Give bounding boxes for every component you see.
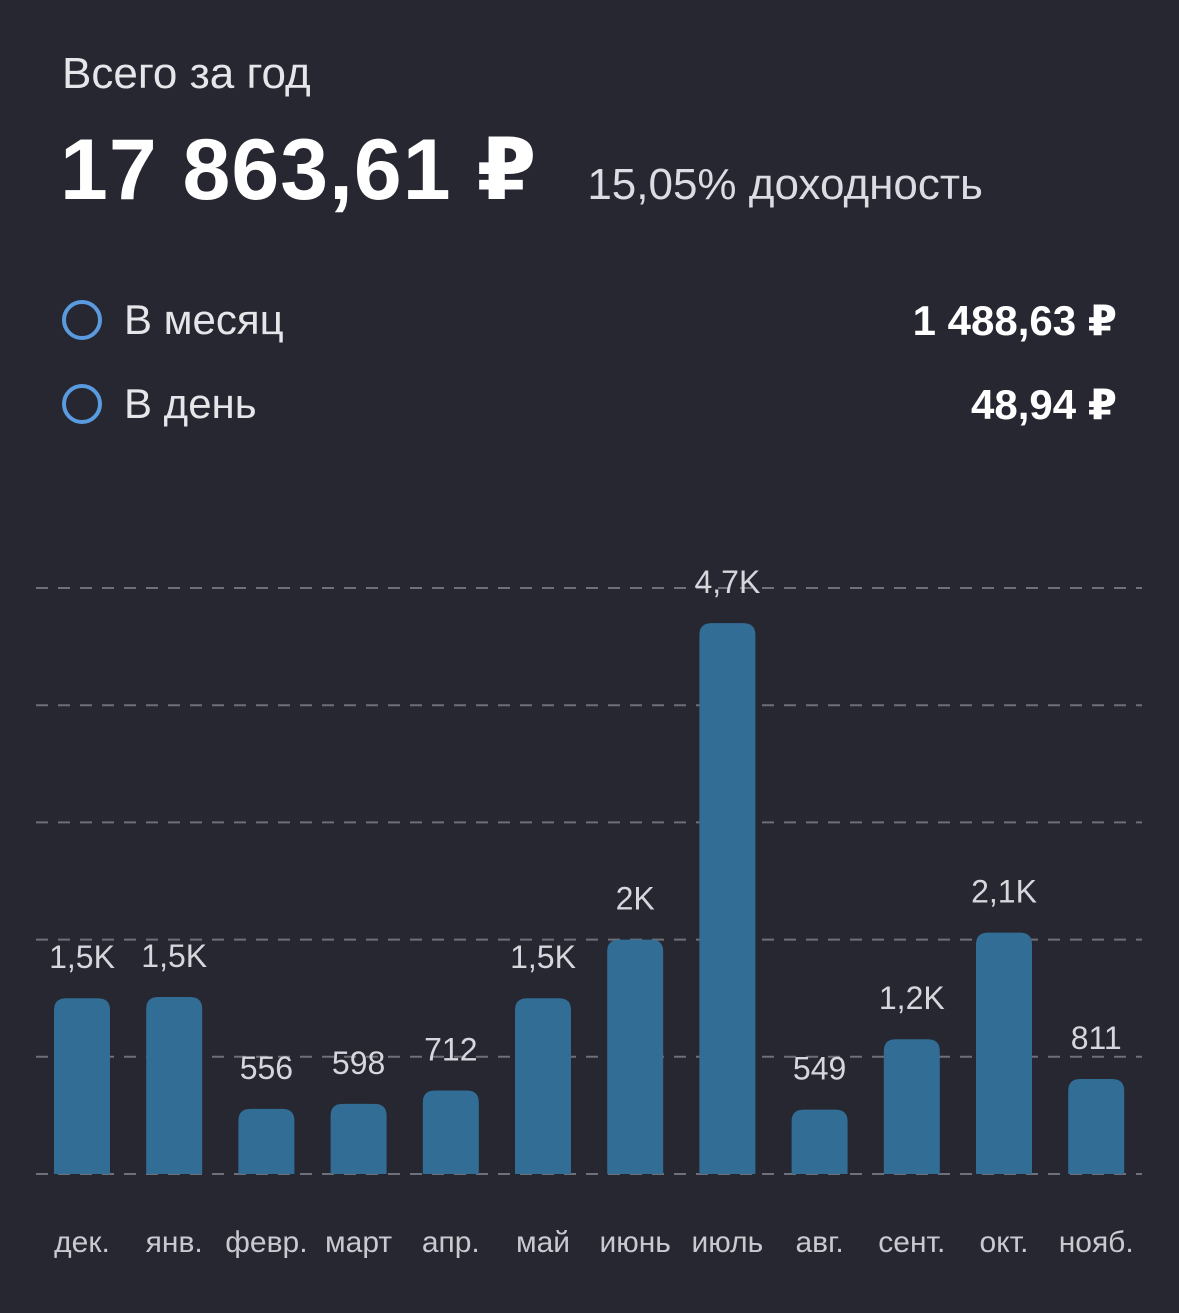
- month-label: март: [325, 1226, 392, 1259]
- month-label: май: [516, 1226, 570, 1259]
- yield-percent: 15,05% доходность: [587, 160, 983, 209]
- bar-0[interactable]: [54, 998, 110, 1174]
- month-label: янв.: [146, 1226, 203, 1259]
- month-label: февр.: [225, 1226, 307, 1259]
- bar-value-label: 598: [332, 1045, 385, 1081]
- month-label: июнь: [599, 1226, 670, 1259]
- bar-8[interactable]: [791, 1109, 848, 1174]
- stat-value-day: 48,94 ₽: [971, 380, 1117, 428]
- annual-total: 17 863,61 ₽: [60, 122, 538, 218]
- bar-value-label: 549: [793, 1051, 846, 1087]
- month-label: дек.: [54, 1226, 110, 1259]
- bar-value-label: 1,2K: [879, 980, 945, 1016]
- bar-10[interactable]: [976, 932, 1032, 1174]
- bar-value-label: 712: [424, 1032, 477, 1068]
- bar-value-label: 1,5K: [510, 939, 576, 975]
- bar-2[interactable]: [238, 1108, 295, 1174]
- section-title: Всего за год: [62, 49, 311, 98]
- stat-value-month: 1 488,63 ₽: [912, 296, 1117, 344]
- bar-11[interactable]: [1068, 1078, 1125, 1174]
- stat-label-month: В месяц: [124, 296, 284, 343]
- bar-5[interactable]: [515, 998, 571, 1174]
- bar-value-label: 2K: [616, 881, 655, 917]
- bar-6[interactable]: [607, 939, 664, 1174]
- radio-icon[interactable]: [62, 300, 102, 340]
- radio-icon[interactable]: [62, 384, 102, 424]
- bar-value-label: 1,5K: [49, 939, 115, 975]
- bar-value-label: 556: [240, 1050, 293, 1086]
- stat-label-day: В день: [124, 380, 257, 427]
- month-label: окт.: [980, 1226, 1029, 1259]
- bar-value-label: 4,7K: [694, 564, 760, 600]
- bar-7[interactable]: [699, 623, 756, 1174]
- month-label: сент.: [878, 1226, 945, 1259]
- month-label: июль: [692, 1226, 764, 1259]
- month-label: апр.: [422, 1226, 480, 1259]
- bar-value-label: 2,1K: [971, 874, 1037, 910]
- month-label: авг.: [795, 1226, 843, 1259]
- monthly-bar-chart: 1,5K дек. 1,5K янв. 556 февр. 598 март 712 апр. 1,…: [36, 564, 1142, 1259]
- total-row: 17 863,61 ₽ 15,05% доходность: [60, 122, 983, 218]
- bar-value-label: 811: [1071, 1020, 1122, 1056]
- bar-4[interactable]: [422, 1090, 479, 1174]
- stat-row-month[interactable]: В месяц 1 488,63 ₽: [62, 290, 1117, 350]
- stat-row-day[interactable]: В день 48,94 ₽: [62, 374, 1117, 434]
- month-label: нояб.: [1059, 1226, 1134, 1259]
- bar-3[interactable]: [330, 1103, 387, 1174]
- bar-value-label: 1,5K: [141, 938, 207, 974]
- bar-1[interactable]: [146, 997, 203, 1174]
- bar-9[interactable]: [883, 1039, 940, 1174]
